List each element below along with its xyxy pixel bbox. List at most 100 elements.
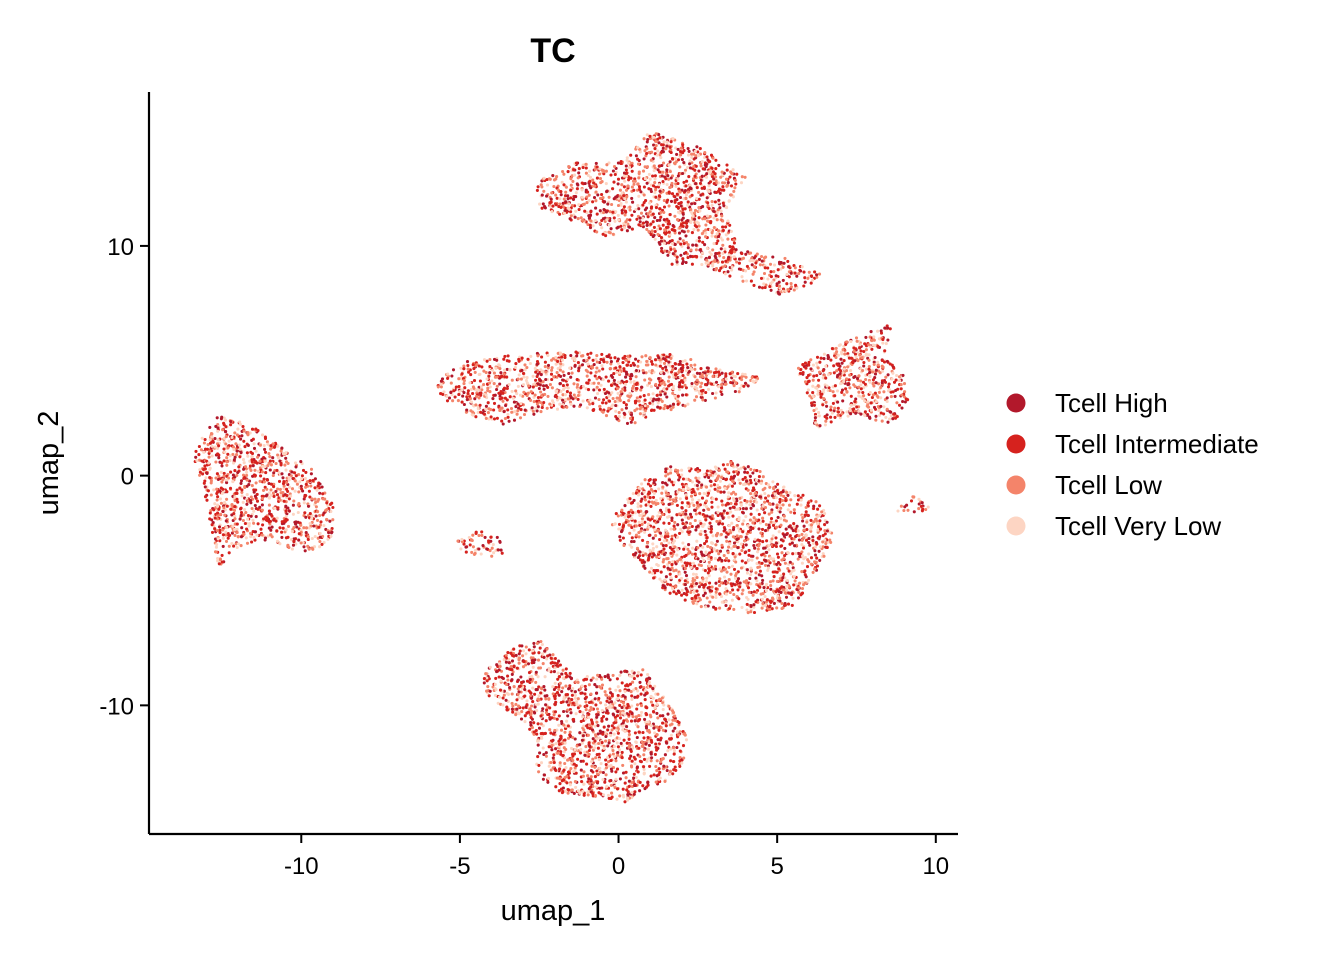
cell-point (757, 257, 762, 261)
cell-point (829, 358, 833, 362)
cell-point (681, 363, 685, 367)
cell-point (449, 390, 453, 395)
cell-point (782, 261, 786, 265)
cell-point (668, 213, 672, 217)
cell-point (654, 132, 658, 136)
cell-point (888, 327, 892, 331)
cell-point (595, 366, 599, 370)
cell-point (880, 381, 884, 385)
cell-point (742, 539, 747, 543)
cell-point (651, 392, 655, 396)
cell-point (673, 373, 678, 377)
cell-point (851, 361, 855, 365)
cell-point (508, 395, 512, 399)
cell-point (658, 227, 662, 231)
cell-point (711, 391, 715, 396)
cell-point (662, 547, 666, 551)
cell-point (601, 410, 605, 414)
cell-point (755, 561, 759, 566)
cell-point (636, 157, 640, 161)
cell-point (316, 510, 320, 514)
cell-point (657, 183, 661, 187)
cell-point (570, 371, 574, 375)
cell-point (858, 353, 862, 357)
cell-point (684, 260, 688, 265)
cell-point (739, 181, 744, 185)
cell-point (723, 467, 727, 471)
cell-point (764, 496, 768, 500)
cell-point (733, 389, 737, 394)
cell-point (292, 537, 296, 541)
cell-point (609, 356, 613, 360)
cell-point (714, 380, 719, 384)
cell-point (574, 350, 578, 354)
cell-point (724, 587, 728, 591)
cell-point (698, 391, 702, 395)
cell-point (299, 460, 303, 464)
cell-point (219, 501, 223, 505)
cell-point (493, 375, 497, 379)
cell-point (642, 200, 646, 205)
cell-point (681, 257, 685, 261)
cell-point (225, 490, 229, 494)
cell-point (635, 386, 639, 391)
cell-point (650, 369, 654, 373)
cell-point (659, 215, 663, 219)
cell-point (550, 366, 554, 370)
cell-point (558, 368, 562, 372)
cell-point (484, 404, 488, 408)
cell-point (818, 424, 822, 428)
cell-point (267, 451, 271, 456)
cell-point (818, 519, 822, 523)
cell-point (569, 402, 573, 406)
cell-point (600, 364, 604, 368)
cell-point (683, 378, 687, 382)
cell-point (552, 184, 556, 189)
cell-point (599, 357, 603, 361)
cell-point (721, 185, 725, 189)
cell-point (517, 406, 521, 410)
cell-point (275, 529, 279, 533)
cell-point (874, 400, 878, 404)
cell-point (854, 411, 858, 415)
cell-point (653, 216, 657, 220)
cell-point (645, 181, 649, 185)
cell-point (772, 270, 776, 274)
cell-point (701, 192, 705, 196)
cell-point (619, 159, 623, 164)
cell-point (239, 513, 243, 517)
cell-point (679, 242, 683, 246)
cell-point (671, 252, 675, 256)
cell-point (577, 167, 581, 171)
cell-point (684, 393, 688, 397)
cell-point (216, 511, 220, 515)
cell-point (513, 409, 517, 414)
cell-point (673, 162, 677, 166)
cell-point (662, 218, 666, 222)
cell-point (656, 386, 660, 390)
cell-point (881, 341, 885, 345)
cell-point (899, 383, 903, 387)
cell-point (690, 202, 694, 206)
cell-point (641, 169, 646, 173)
cell-point (768, 599, 772, 603)
cell-point (224, 533, 228, 537)
cell-point (832, 364, 836, 368)
cell-point (667, 360, 671, 364)
cell-point (541, 202, 545, 206)
cell-point (464, 550, 468, 554)
cell-point (473, 370, 477, 374)
cell-point (462, 382, 466, 386)
cell-point (680, 218, 684, 222)
cell-point (233, 528, 237, 532)
cell-point (217, 456, 221, 460)
cell-point (238, 455, 242, 459)
cell-point (445, 394, 449, 398)
cell-point (532, 400, 536, 404)
cell-point (536, 382, 541, 386)
cell-point (669, 140, 673, 144)
cell-point (284, 456, 288, 460)
cell-point (751, 504, 756, 508)
cell-point (208, 438, 212, 442)
cell-point (240, 434, 244, 438)
